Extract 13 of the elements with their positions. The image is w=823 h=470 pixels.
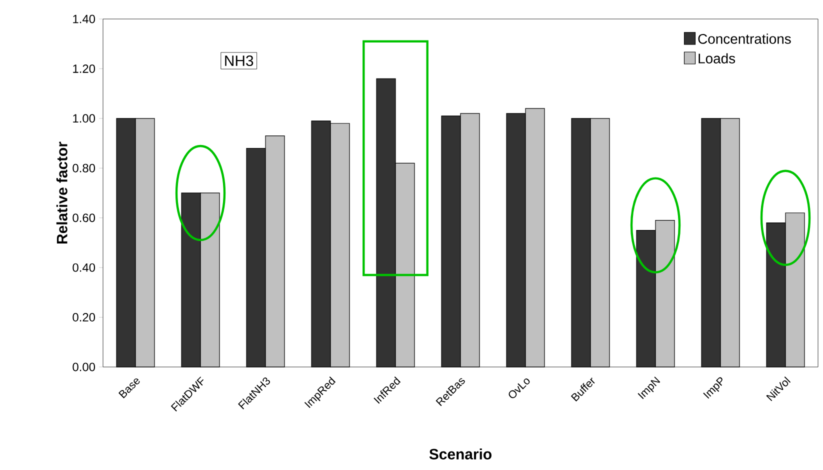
y-tick-label: 0.60: [72, 214, 96, 222]
x-axis-title: Scenario: [429, 448, 492, 460]
y-tick-label: 0.80: [72, 164, 96, 172]
y-tick-label: 0.00: [72, 362, 96, 372]
y-tick-label: 1.40: [73, 14, 96, 24]
legend-label: Concentrations: [698, 34, 791, 44]
legend-label: Loads: [698, 53, 736, 64]
annotation: NH3: [225, 55, 254, 66]
y-axis-title: Relative factor: [56, 142, 68, 244]
y-tick-label: 1.00: [73, 114, 96, 123]
y-tick-label: 1.20: [73, 64, 96, 73]
y-tick-label: 0.40: [72, 263, 96, 272]
y-tick-label: 0.20: [72, 313, 96, 322]
